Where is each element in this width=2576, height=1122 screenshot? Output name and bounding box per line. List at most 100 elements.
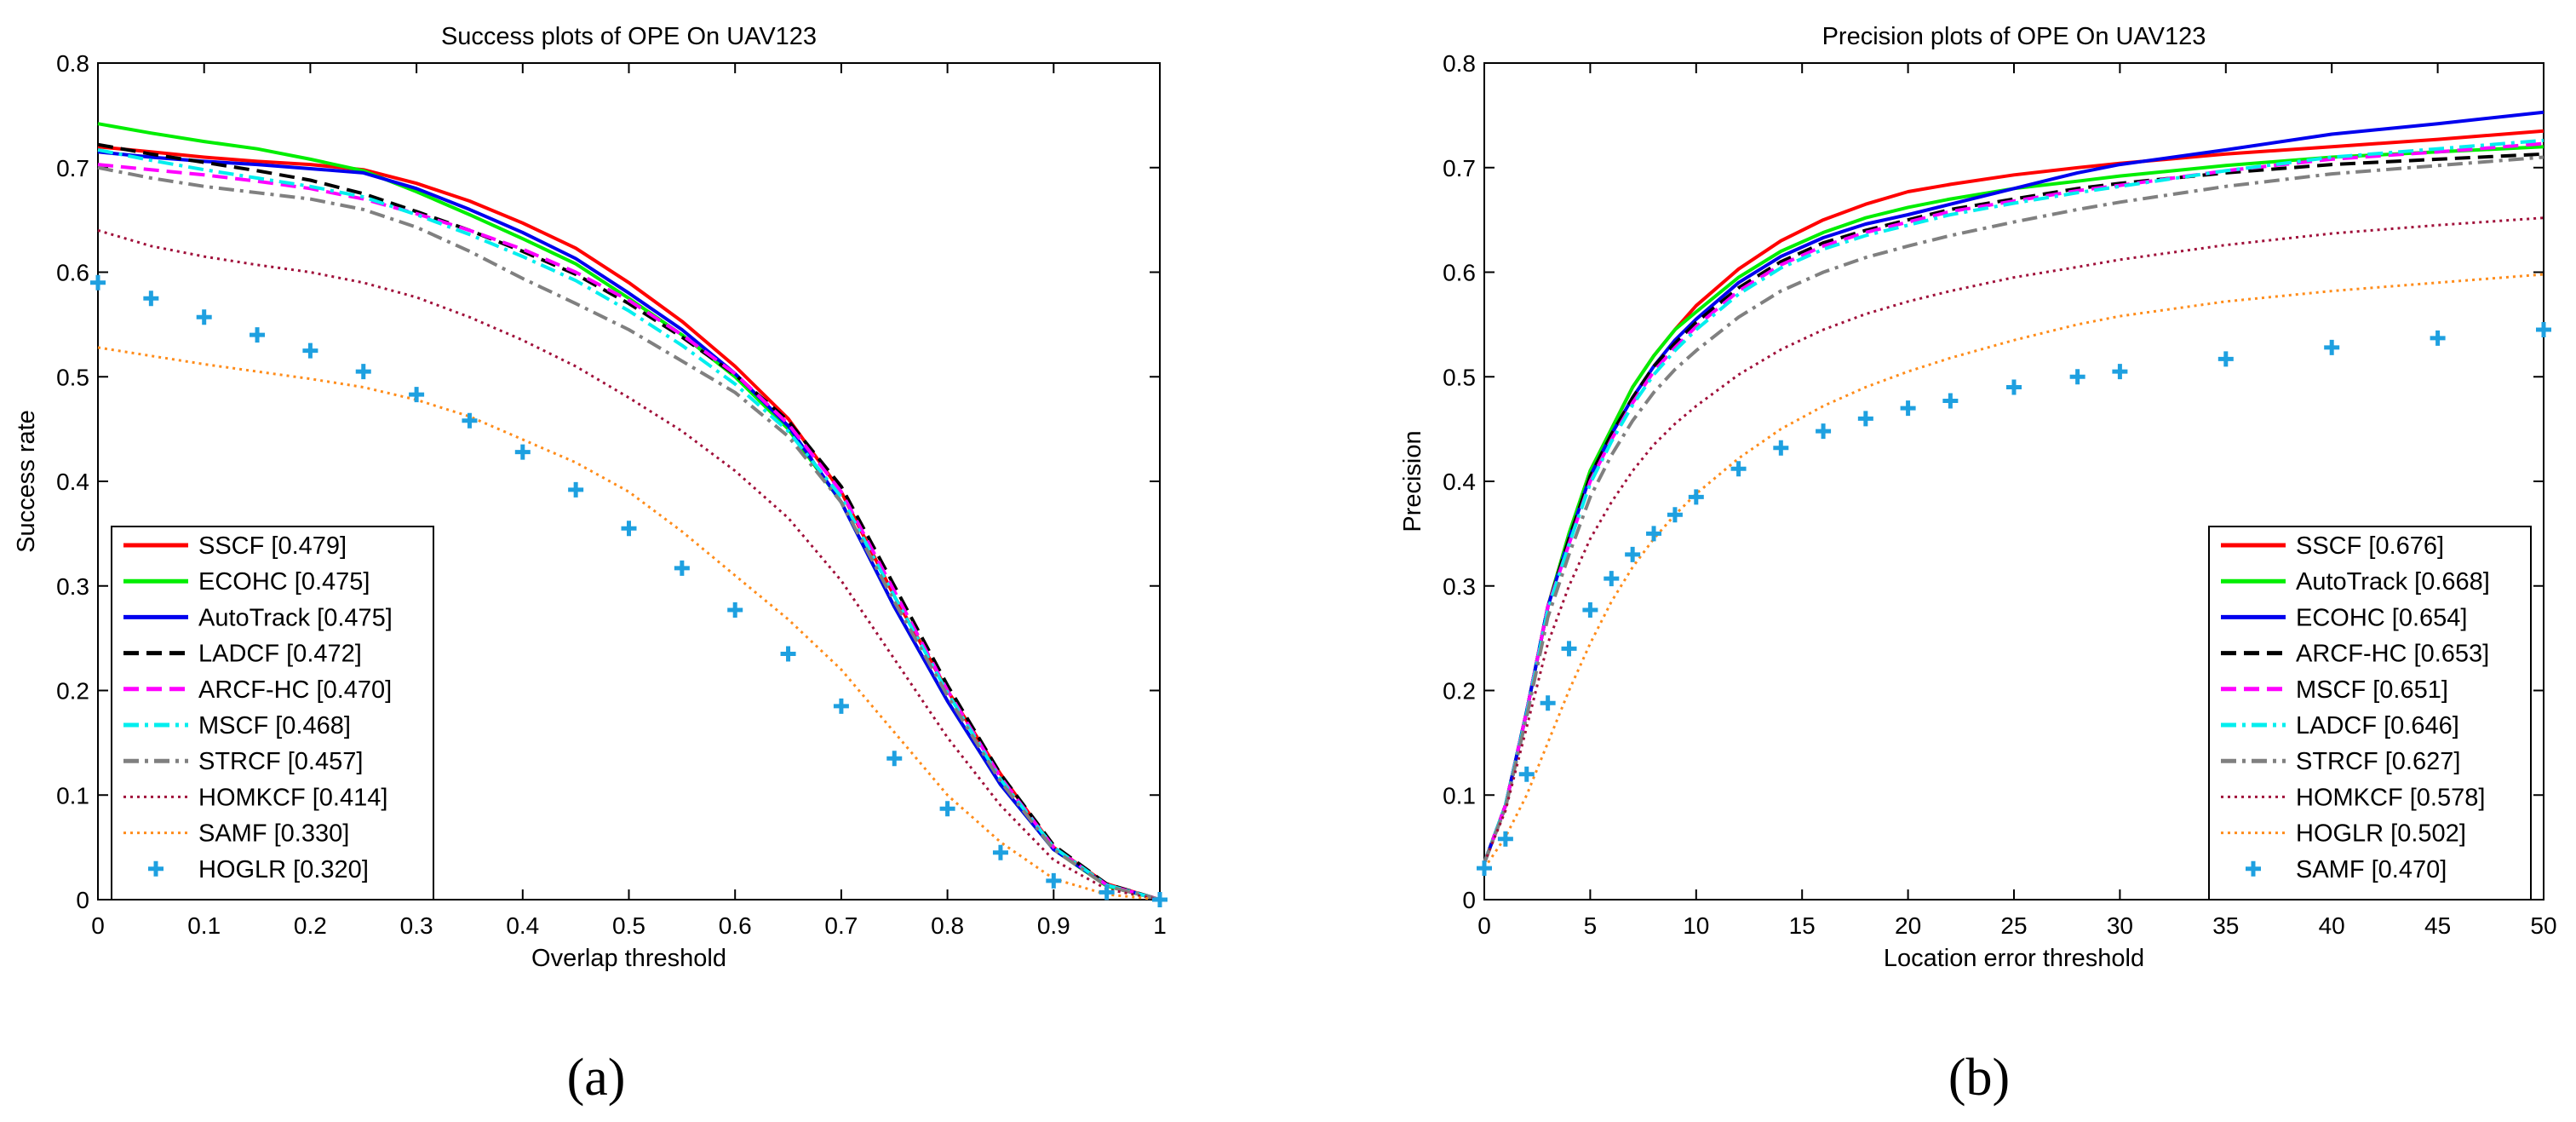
data-point xyxy=(674,560,690,576)
y-tick-label: 0.6 xyxy=(1443,260,1476,286)
data-point xyxy=(1497,831,1513,847)
x-tick-label: 0.4 xyxy=(506,912,539,939)
y-tick-label: 0.8 xyxy=(56,50,89,77)
series-arcf-hc xyxy=(97,163,1161,901)
data-point xyxy=(1857,411,1873,427)
x-axis-label: Location error threshold xyxy=(1884,945,2144,972)
series-line xyxy=(1483,216,2544,864)
y-tick-label: 0 xyxy=(76,887,89,913)
data-point xyxy=(1477,860,1492,877)
series-samf xyxy=(97,346,1161,901)
data-point xyxy=(2069,369,2085,385)
y-tick-label: 0.5 xyxy=(56,364,89,390)
legend: SSCF [0.479] ECOHC [0.475] AutoTrack [0.47… xyxy=(111,526,434,900)
legend-label: STRCF [0.457] xyxy=(198,748,363,775)
data-point xyxy=(1625,546,1641,562)
x-tick-label: 40 xyxy=(2319,912,2345,939)
y-tick-label: 0.1 xyxy=(56,782,89,808)
data-point xyxy=(939,801,955,817)
x-tick-label: 0.9 xyxy=(1037,912,1070,939)
legend-label: MSCF [0.468] xyxy=(198,712,351,739)
legend-label: ARCF-HC [0.470] xyxy=(198,676,392,704)
data-point xyxy=(1646,526,1662,542)
legend-label: LADCF [0.472] xyxy=(198,641,362,668)
legend-marker xyxy=(148,860,164,877)
x-tick-label: 0 xyxy=(1477,912,1491,939)
data-point xyxy=(1561,641,1577,657)
data-point xyxy=(1773,440,1789,456)
x-tick-label: 10 xyxy=(1683,912,1709,939)
data-point xyxy=(250,327,266,343)
series-line xyxy=(1483,138,2544,864)
x-tick-label: 0.5 xyxy=(612,912,645,939)
legend-label: HOMKCF [0.414] xyxy=(198,784,387,811)
legend-label: HOMKCF [0.578] xyxy=(2296,784,2485,811)
data-point xyxy=(2006,379,2022,395)
series-line xyxy=(97,228,1161,901)
data-point xyxy=(143,291,159,307)
y-tick-label: 0.1 xyxy=(1443,782,1476,808)
y-tick-label: 0.2 xyxy=(1443,678,1476,705)
caption-b: (b) xyxy=(1948,1049,2011,1107)
x-tick-label: 5 xyxy=(1584,912,1598,939)
y-tick-label: 0.3 xyxy=(56,573,89,600)
series-autotrack xyxy=(97,150,1161,901)
x-tick-label: 0.3 xyxy=(400,912,433,939)
data-point xyxy=(2217,351,2234,367)
y-tick-label: 0.7 xyxy=(56,155,89,181)
data-point xyxy=(621,521,637,537)
success-plot: 0 0.1 0.2 0.3 0.4 0.5 0.6 0.7 0.8 0.9 1 0 0.1 0.2 0.3 0… xyxy=(13,23,1168,972)
x-tick-label: 50 xyxy=(2530,912,2556,939)
x-tick-label: 25 xyxy=(2000,912,2027,939)
x-tick-label: 0.2 xyxy=(294,912,327,939)
data-point xyxy=(514,444,531,460)
series-line xyxy=(97,147,1161,901)
data-point xyxy=(1046,872,1062,889)
data-point xyxy=(1152,892,1168,907)
legend-label: LADCF [0.646] xyxy=(2296,712,2459,739)
data-point xyxy=(2536,322,2551,338)
data-point xyxy=(355,364,371,380)
legend-label: MSCF [0.651] xyxy=(2296,676,2448,704)
data-point xyxy=(1582,601,1598,618)
data-point xyxy=(462,412,478,429)
x-tick-label: 35 xyxy=(2212,912,2239,939)
series-line xyxy=(97,165,1161,901)
data-point xyxy=(302,342,318,359)
x-tick-label: 0.6 xyxy=(719,912,752,939)
series-hoglr xyxy=(90,274,1168,907)
precision-plot: 0 5 10 15 20 25 30 35 40 45 50 0 0.1 0.2 0.3 0.4 0.5 0.6 0… xyxy=(1399,23,2557,972)
data-point xyxy=(1730,461,1747,477)
y-axis-label: Precision xyxy=(1399,430,1426,532)
data-point xyxy=(727,601,743,618)
x-tick-label: 1 xyxy=(1153,912,1167,939)
data-point xyxy=(409,387,425,403)
data-point xyxy=(568,481,584,498)
y-tick-label: 0.6 xyxy=(56,260,89,286)
legend-label: HOGLR [0.502] xyxy=(2296,820,2466,848)
data-point xyxy=(1688,489,1704,505)
series-ladcf xyxy=(97,142,1161,901)
data-point xyxy=(1667,507,1683,523)
data-point xyxy=(1518,766,1535,782)
data-point xyxy=(1816,423,1832,440)
y-tick-label: 0 xyxy=(1462,887,1476,913)
legend-label: SAMF [0.330] xyxy=(198,820,349,848)
legend-label: ARCF-HC [0.653] xyxy=(2296,641,2489,668)
legend-marker xyxy=(2246,860,2261,877)
series-line xyxy=(97,346,1161,901)
data-point xyxy=(1099,884,1115,900)
data-point xyxy=(1942,393,1959,409)
data-point xyxy=(886,751,903,767)
y-tick-label: 0.7 xyxy=(1443,155,1476,181)
legend-label: HOGLR [0.320] xyxy=(198,856,369,883)
series-line xyxy=(1483,155,2544,864)
series-ladcf xyxy=(1483,138,2544,864)
data-point xyxy=(2112,364,2128,380)
series-homkcf xyxy=(1483,216,2544,864)
series-mscf xyxy=(97,147,1161,901)
chart-title: Precision plots of OPE On UAV123 xyxy=(1822,23,2206,50)
x-tick-label: 30 xyxy=(2107,912,2133,939)
data-point xyxy=(992,844,1008,860)
